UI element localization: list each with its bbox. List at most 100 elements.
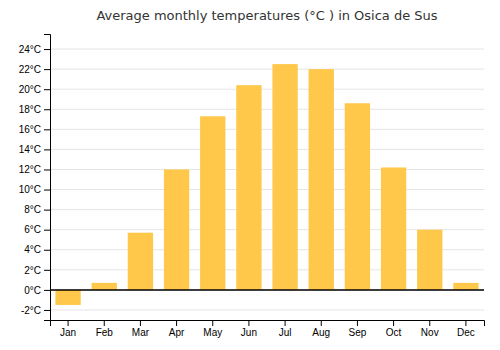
bar xyxy=(381,167,406,289)
grid-line xyxy=(50,169,484,170)
x-tick-mark xyxy=(285,320,286,326)
y-tick-mark xyxy=(44,89,50,90)
x-tick-label: Oct xyxy=(386,327,402,338)
y-tick: 24°C xyxy=(19,44,50,55)
y-tick-mark xyxy=(44,270,50,271)
y-tick-mark xyxy=(44,169,50,170)
y-tick-label: -2°C xyxy=(21,305,41,316)
y-tick-mark xyxy=(44,230,50,231)
x-tick-label: Jan xyxy=(60,327,76,338)
y-tick: 12°C xyxy=(19,164,50,175)
y-tick: 0°C xyxy=(24,285,50,296)
x-tick: Mar xyxy=(132,320,150,338)
bar xyxy=(164,169,189,289)
bar xyxy=(236,85,261,290)
y-tick-label: 14°C xyxy=(19,144,41,155)
y-tick-label: 0°C xyxy=(24,285,41,296)
y-tick-mark xyxy=(44,129,50,130)
x-tick-mark xyxy=(104,320,105,326)
y-tick-label: 6°C xyxy=(24,224,41,235)
plot: -2°C 0°C 2°C 4°C 6°C 8°C 10°C 12°C 14°C 16°C 18°C 2… xyxy=(19,35,485,339)
grid-line xyxy=(50,309,484,310)
y-tick-mark xyxy=(44,290,50,291)
y-tick: 22°C xyxy=(19,64,50,75)
x-axis: JanFebMarAprMayJunJulAugSepOctNovDec xyxy=(51,320,485,338)
x-tick-label: May xyxy=(203,327,222,338)
x-tick: Jul xyxy=(279,320,292,338)
y-tick: 20°C xyxy=(19,84,50,95)
x-tick: Jun xyxy=(241,320,257,338)
bar xyxy=(272,64,297,290)
y-tick-label: 4°C xyxy=(24,244,41,255)
bars xyxy=(55,64,478,305)
y-tick-mark xyxy=(44,310,50,311)
y-tick-mark xyxy=(44,49,50,50)
x-tick: May xyxy=(203,320,222,338)
x-tick: Aug xyxy=(312,320,330,338)
y-tick: 2°C xyxy=(24,265,50,276)
x-tick-label: Mar xyxy=(132,327,150,338)
y-tick-label: 12°C xyxy=(19,164,41,175)
x-tick-mark xyxy=(393,320,394,326)
x-tick: Apr xyxy=(169,320,185,338)
grid-line xyxy=(50,89,484,90)
x-tick-label: Jul xyxy=(279,327,292,338)
x-tick-mark xyxy=(465,320,466,326)
x-tick-mark xyxy=(248,320,249,326)
x-tick: Feb xyxy=(96,320,114,338)
zero-line xyxy=(50,289,484,291)
bar xyxy=(309,69,334,290)
grid-line xyxy=(50,189,484,190)
y-tick-label: 2°C xyxy=(24,265,41,276)
y-tick-label: 24°C xyxy=(19,44,41,55)
bar xyxy=(200,116,225,290)
y-tick: 10°C xyxy=(19,184,50,195)
x-tick-label: Aug xyxy=(312,327,330,338)
y-tick: 18°C xyxy=(19,104,50,115)
grid-line xyxy=(50,149,484,150)
x-tick-mark xyxy=(140,320,141,326)
x-tick-mark xyxy=(357,320,358,326)
x-tick-mark xyxy=(429,320,430,326)
x-axis-line xyxy=(51,321,485,327)
y-tick-label: 16°C xyxy=(19,124,41,135)
y-axis: -2°C 0°C 2°C 4°C 6°C 8°C 10°C 12°C 14°C 16°C 18°C 2… xyxy=(19,35,51,321)
y-axis-line xyxy=(44,35,51,321)
y-tick-label: 10°C xyxy=(19,184,41,195)
x-tick: Oct xyxy=(386,320,402,338)
x-tick: Jan xyxy=(60,320,76,338)
grid-line xyxy=(50,129,484,130)
x-tick: Dec xyxy=(457,320,475,338)
bar xyxy=(128,233,153,290)
grid-line xyxy=(50,49,484,50)
bar xyxy=(55,290,80,305)
x-tick-mark xyxy=(176,320,177,326)
y-tick: 14°C xyxy=(19,144,50,155)
y-tick-label: 20°C xyxy=(19,84,41,95)
bar xyxy=(417,230,442,290)
y-tick: -2°C xyxy=(21,305,50,316)
x-tick-mark xyxy=(68,320,69,326)
y-tick: 6°C xyxy=(24,224,50,235)
title: Average monthly temperatures (°C ) in Os… xyxy=(96,8,437,23)
y-tick-mark xyxy=(44,190,50,191)
y-tick: 4°C xyxy=(24,244,50,255)
y-tick-mark xyxy=(44,69,50,70)
bar xyxy=(453,283,478,290)
x-tick-label: Sep xyxy=(349,327,367,338)
y-tick-label: 8°C xyxy=(24,204,41,215)
grid-line xyxy=(50,109,484,110)
x-tick-label: Feb xyxy=(96,327,114,338)
chart: -2°C 0°C 2°C 4°C 6°C 8°C 10°C 12°C 14°C 16°C 18°C 2… xyxy=(0,0,500,350)
x-tick-mark xyxy=(321,320,322,326)
y-tick-label: 18°C xyxy=(19,104,41,115)
x-tick: Sep xyxy=(349,320,367,338)
y-tick-mark xyxy=(44,149,50,150)
x-tick-label: Jun xyxy=(241,327,257,338)
y-tick-mark xyxy=(44,109,50,110)
y-tick-label: 22°C xyxy=(19,64,41,75)
x-tick-label: Dec xyxy=(457,327,475,338)
bar xyxy=(345,103,370,290)
x-tick-mark xyxy=(212,320,213,326)
grid-line xyxy=(50,289,484,290)
